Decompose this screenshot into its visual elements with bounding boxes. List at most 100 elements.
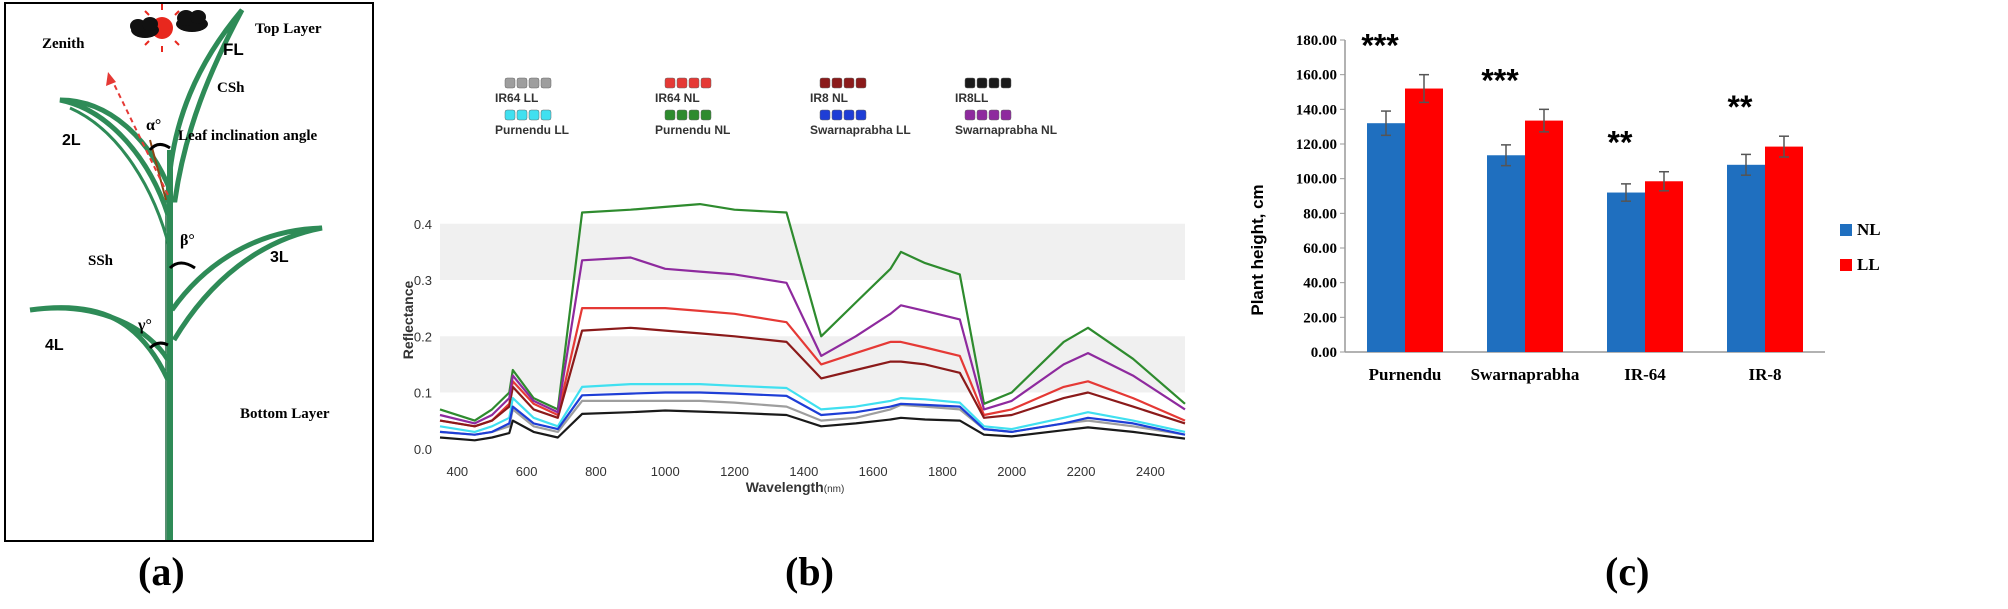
y-tick-label: 180.00 — [1296, 33, 1337, 49]
legend-swatch — [1840, 224, 1852, 236]
legend-swatch — [964, 109, 976, 121]
x-tick-label: 1000 — [651, 464, 680, 479]
x-tick-label: 400 — [446, 464, 468, 479]
y-tick-label: 40.00 — [1303, 276, 1337, 292]
beta-arc — [168, 261, 196, 270]
x-tick-label: 600 — [516, 464, 538, 479]
label-leaf-inclination: Leaf inclination angle — [178, 128, 318, 144]
legend-swatch — [528, 77, 540, 89]
legend-swatch — [831, 77, 843, 89]
caption-b: (b) — [785, 549, 834, 594]
legend-entry: IR64 LL — [495, 77, 552, 105]
y-tick-label: 0.3 — [414, 273, 432, 288]
y-tick-label: 80.00 — [1303, 206, 1337, 222]
gamma-arc — [148, 341, 169, 350]
legend-swatch — [540, 109, 552, 121]
category-label: Swarnaprabha — [1471, 365, 1580, 384]
legend-entry: Swarnaprabha NL — [955, 109, 1057, 137]
legend-label: NL — [1857, 220, 1881, 239]
legend-swatch — [1000, 77, 1012, 89]
x-tick-label: 800 — [585, 464, 607, 479]
x-axis-label: Wavelength(nm) — [746, 479, 845, 495]
reflectance-legend: IR64 LL IR64 NL IR8 NL IR8LL Purnendu LL Purn… — [495, 77, 1057, 137]
y-tick-label: 140.00 — [1296, 102, 1337, 118]
label-ssh: SSh — [88, 253, 114, 269]
label-gamma: γ° — [137, 317, 152, 334]
legend-swatch — [700, 77, 712, 89]
significance-mark: *** — [1361, 28, 1399, 64]
y-axis-label: Plant height, cm — [1248, 184, 1267, 315]
y-tick-label: 60.00 — [1303, 241, 1337, 257]
leaf-4l — [29, 305, 171, 382]
label-top-layer: Top Layer — [255, 21, 322, 37]
bar — [1487, 155, 1525, 352]
legend-swatch — [688, 109, 700, 121]
cloud-icon-left — [130, 17, 159, 38]
series-lines — [439, 203, 1186, 442]
plant-architecture-diagram: Zenith Top Layer FL CSh 2L α° Leaf incli… — [0, 0, 380, 545]
leaf-2l-inner — [69, 106, 172, 251]
y-tick-label: 0.0 — [414, 442, 432, 457]
y-tick-label: 0.4 — [414, 217, 432, 232]
plant-height-legend: NL LL — [1840, 220, 1881, 274]
x-tick-label: 1200 — [720, 464, 749, 479]
series-line — [439, 256, 1186, 425]
label-3l: 3L — [270, 249, 289, 266]
legend-entry: Purnendu NL — [655, 109, 730, 137]
y-tick-label: 160.00 — [1296, 68, 1337, 84]
legend-label: Purnendu LL — [495, 123, 569, 137]
zenith-arrow-line — [111, 79, 169, 196]
y-tick-labels: 0.00 20.00 40.00 60.00 80.00 100.00 120.00 140.… — [1296, 33, 1337, 361]
legend-swatch — [819, 109, 831, 121]
legend-swatch — [843, 109, 855, 121]
y-tick-labels: 0.0 0.1 0.2 0.3 0.4 — [414, 217, 432, 457]
diagram-frame — [4, 2, 374, 542]
legend-swatch — [855, 109, 867, 121]
significance-mark: ** — [1608, 125, 1633, 161]
legend-label: IR64 NL — [655, 91, 700, 105]
leaf-3l — [169, 225, 323, 342]
bar — [1367, 123, 1405, 352]
legend-label: LL — [1857, 255, 1880, 274]
y-tick-label: 20.00 — [1303, 310, 1337, 326]
y-axis-label: Reflectance — [400, 280, 416, 359]
bar — [1727, 164, 1765, 352]
legend-swatch — [976, 77, 988, 89]
legend-label: Purnendu NL — [655, 123, 730, 137]
bar — [1525, 120, 1563, 352]
legend-label: IR8LL — [955, 91, 988, 105]
y-tick-label: 100.00 — [1296, 172, 1337, 188]
legend-label: Swarnaprabha NL — [955, 123, 1057, 137]
reflectance-chart-svg: IR64 LL IR64 NL IR8 NL IR8LL Purnendu LL Purn… — [400, 77, 1186, 495]
label-bottom-layer: Bottom Layer — [240, 406, 330, 422]
category-labels: Purnendu Swarnaprabha IR-64 IR-8 — [1369, 365, 1782, 384]
legend-swatch — [540, 77, 552, 89]
legend-label: IR64 LL — [495, 91, 538, 105]
legend-entry: IR64 NL — [655, 77, 712, 105]
zenith-arrow-head — [106, 72, 116, 86]
y-tick-label: 120.00 — [1296, 137, 1337, 153]
legend-entry: IR8 NL — [810, 77, 867, 105]
legend-entry: Purnendu LL — [495, 109, 569, 137]
legend-swatch — [1000, 109, 1012, 121]
category-label: Purnendu — [1369, 365, 1442, 384]
alpha-arc — [148, 143, 171, 152]
legend-swatch — [819, 77, 831, 89]
legend-swatch — [676, 109, 688, 121]
legend-label: IR8 NL — [810, 91, 848, 105]
series-line — [439, 391, 1186, 436]
category-label: IR-64 — [1624, 365, 1666, 384]
legend-swatch — [688, 77, 700, 89]
legend-swatch — [504, 77, 516, 89]
series-line — [439, 409, 1186, 442]
y-tick-label: 0.00 — [1311, 345, 1337, 361]
legend-swatch — [988, 109, 1000, 121]
legend-swatch — [976, 109, 988, 121]
x-tick-label: 1400 — [789, 464, 818, 479]
label-2l: 2L — [62, 132, 81, 149]
caption-c: (c) — [1605, 549, 1650, 594]
legend-swatch — [1840, 259, 1852, 271]
bar — [1765, 146, 1803, 352]
series-line — [439, 383, 1186, 433]
legend-swatch — [516, 77, 528, 89]
